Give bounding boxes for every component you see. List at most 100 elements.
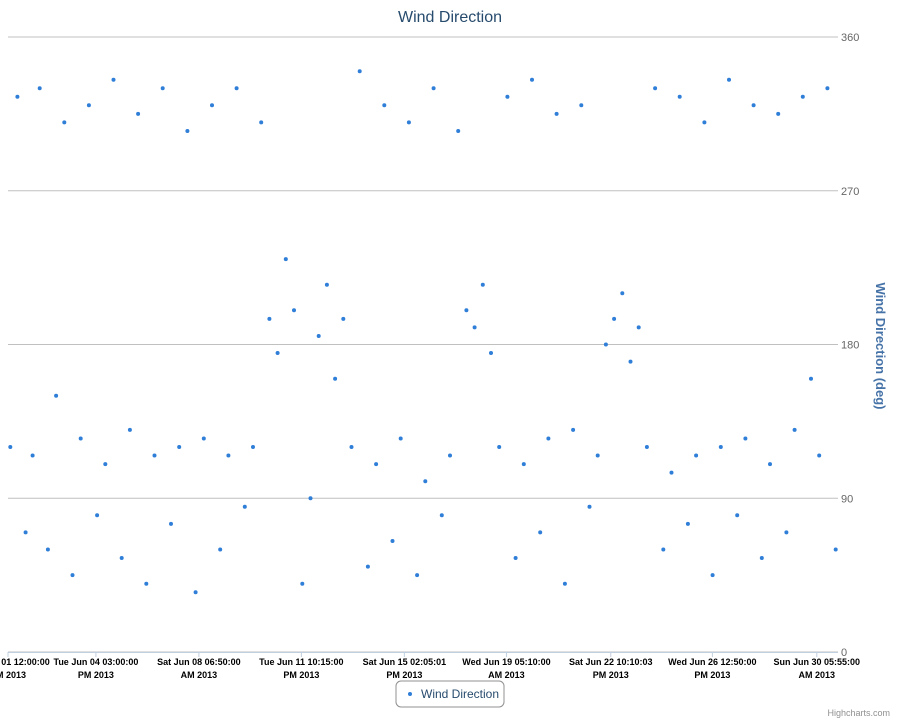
data-point[interactable]	[398, 436, 403, 441]
data-point[interactable]	[37, 86, 42, 91]
data-point[interactable]	[103, 462, 108, 467]
data-point[interactable]	[316, 334, 321, 338]
data-point[interactable]	[45, 547, 50, 552]
legend-box[interactable]	[395, 680, 505, 708]
data-point[interactable]	[415, 573, 420, 578]
data-point[interactable]	[546, 436, 551, 441]
data-point[interactable]	[259, 120, 264, 125]
data-point[interactable]	[751, 103, 756, 108]
data-point[interactable]	[792, 427, 797, 432]
data-point[interactable]	[406, 120, 411, 125]
data-point[interactable]	[333, 376, 338, 381]
data-point[interactable]	[15, 94, 20, 99]
data-point[interactable]	[30, 453, 35, 458]
data-point[interactable]	[267, 316, 272, 321]
data-point[interactable]	[70, 573, 75, 578]
legend[interactable]: Wind Direction	[395, 680, 505, 708]
data-point[interactable]	[628, 359, 633, 364]
data-point[interactable]	[817, 453, 822, 458]
data-point[interactable]	[324, 282, 329, 287]
data-point[interactable]	[234, 86, 239, 91]
data-point[interactable]	[472, 325, 477, 330]
data-point[interactable]	[62, 120, 67, 125]
data-point[interactable]	[603, 342, 608, 347]
data-point[interactable]	[242, 504, 247, 509]
data-point[interactable]	[743, 436, 748, 441]
data-point[interactable]	[431, 86, 436, 91]
data-point[interactable]	[595, 453, 600, 458]
data-point[interactable]	[308, 496, 313, 501]
data-point[interactable]	[571, 427, 576, 432]
data-point[interactable]	[636, 325, 641, 330]
data-point[interactable]	[718, 445, 723, 449]
data-point[interactable]	[653, 86, 658, 91]
data-point[interactable]	[341, 316, 346, 321]
data-point[interactable]	[554, 111, 559, 116]
data-point[interactable]	[357, 69, 362, 74]
data-point[interactable]	[456, 129, 461, 133]
data-point[interactable]	[193, 590, 198, 595]
data-point[interactable]	[127, 427, 132, 432]
data-point[interactable]	[521, 462, 526, 467]
data-point[interactable]	[136, 111, 141, 116]
data-point[interactable]	[809, 376, 813, 381]
data-point[interactable]	[513, 556, 518, 560]
data-point[interactable]	[275, 351, 280, 355]
data-point[interactable]	[423, 479, 428, 484]
data-point[interactable]	[152, 453, 157, 458]
credits[interactable]: Highcharts.com	[827, 708, 890, 718]
data-point[interactable]	[669, 470, 674, 475]
data-point[interactable]	[218, 547, 223, 552]
data-point[interactable]	[144, 581, 149, 586]
data-point[interactable]	[8, 445, 13, 449]
data-point[interactable]	[300, 581, 305, 586]
data-point[interactable]	[505, 94, 510, 99]
data-point[interactable]	[579, 103, 584, 108]
data-point[interactable]	[727, 77, 731, 82]
data-point[interactable]	[464, 308, 469, 313]
data-point[interactable]	[530, 77, 534, 82]
data-point[interactable]	[23, 530, 28, 535]
data-point[interactable]	[480, 282, 485, 287]
data-point[interactable]	[78, 436, 83, 441]
data-point[interactable]	[86, 103, 91, 108]
data-point[interactable]	[160, 86, 165, 91]
data-point[interactable]	[759, 556, 764, 560]
data-point[interactable]	[800, 94, 805, 99]
data-point[interactable]	[489, 351, 493, 355]
data-point[interactable]	[54, 393, 59, 398]
data-point[interactable]	[768, 462, 772, 467]
data-point[interactable]	[210, 103, 214, 108]
data-point[interactable]	[292, 308, 296, 313]
data-point[interactable]	[439, 513, 444, 518]
data-point[interactable]	[365, 564, 370, 569]
data-point[interactable]	[587, 504, 592, 509]
data-point[interactable]	[661, 547, 666, 552]
data-point[interactable]	[497, 445, 502, 449]
data-point[interactable]	[448, 453, 452, 458]
data-point[interactable]	[825, 86, 830, 91]
data-point[interactable]	[538, 530, 543, 535]
data-point[interactable]	[374, 462, 379, 467]
data-point[interactable]	[119, 556, 124, 560]
data-point[interactable]	[612, 316, 617, 321]
data-point[interactable]	[776, 111, 781, 116]
data-point[interactable]	[677, 94, 682, 99]
data-point[interactable]	[390, 539, 395, 543]
data-point[interactable]	[710, 573, 715, 578]
data-point[interactable]	[644, 445, 649, 449]
data-point[interactable]	[226, 453, 231, 458]
data-point[interactable]	[702, 120, 707, 125]
data-point[interactable]	[685, 521, 690, 526]
data-point[interactable]	[562, 581, 567, 586]
data-point[interactable]	[169, 521, 173, 526]
data-point[interactable]	[111, 77, 116, 82]
data-point[interactable]	[185, 129, 190, 133]
data-point[interactable]	[694, 453, 699, 458]
data-point[interactable]	[735, 513, 740, 518]
data-point[interactable]	[382, 103, 387, 108]
data-point[interactable]	[784, 530, 789, 535]
data-point[interactable]	[177, 445, 182, 449]
data-point[interactable]	[349, 445, 354, 449]
data-point[interactable]	[833, 547, 838, 552]
